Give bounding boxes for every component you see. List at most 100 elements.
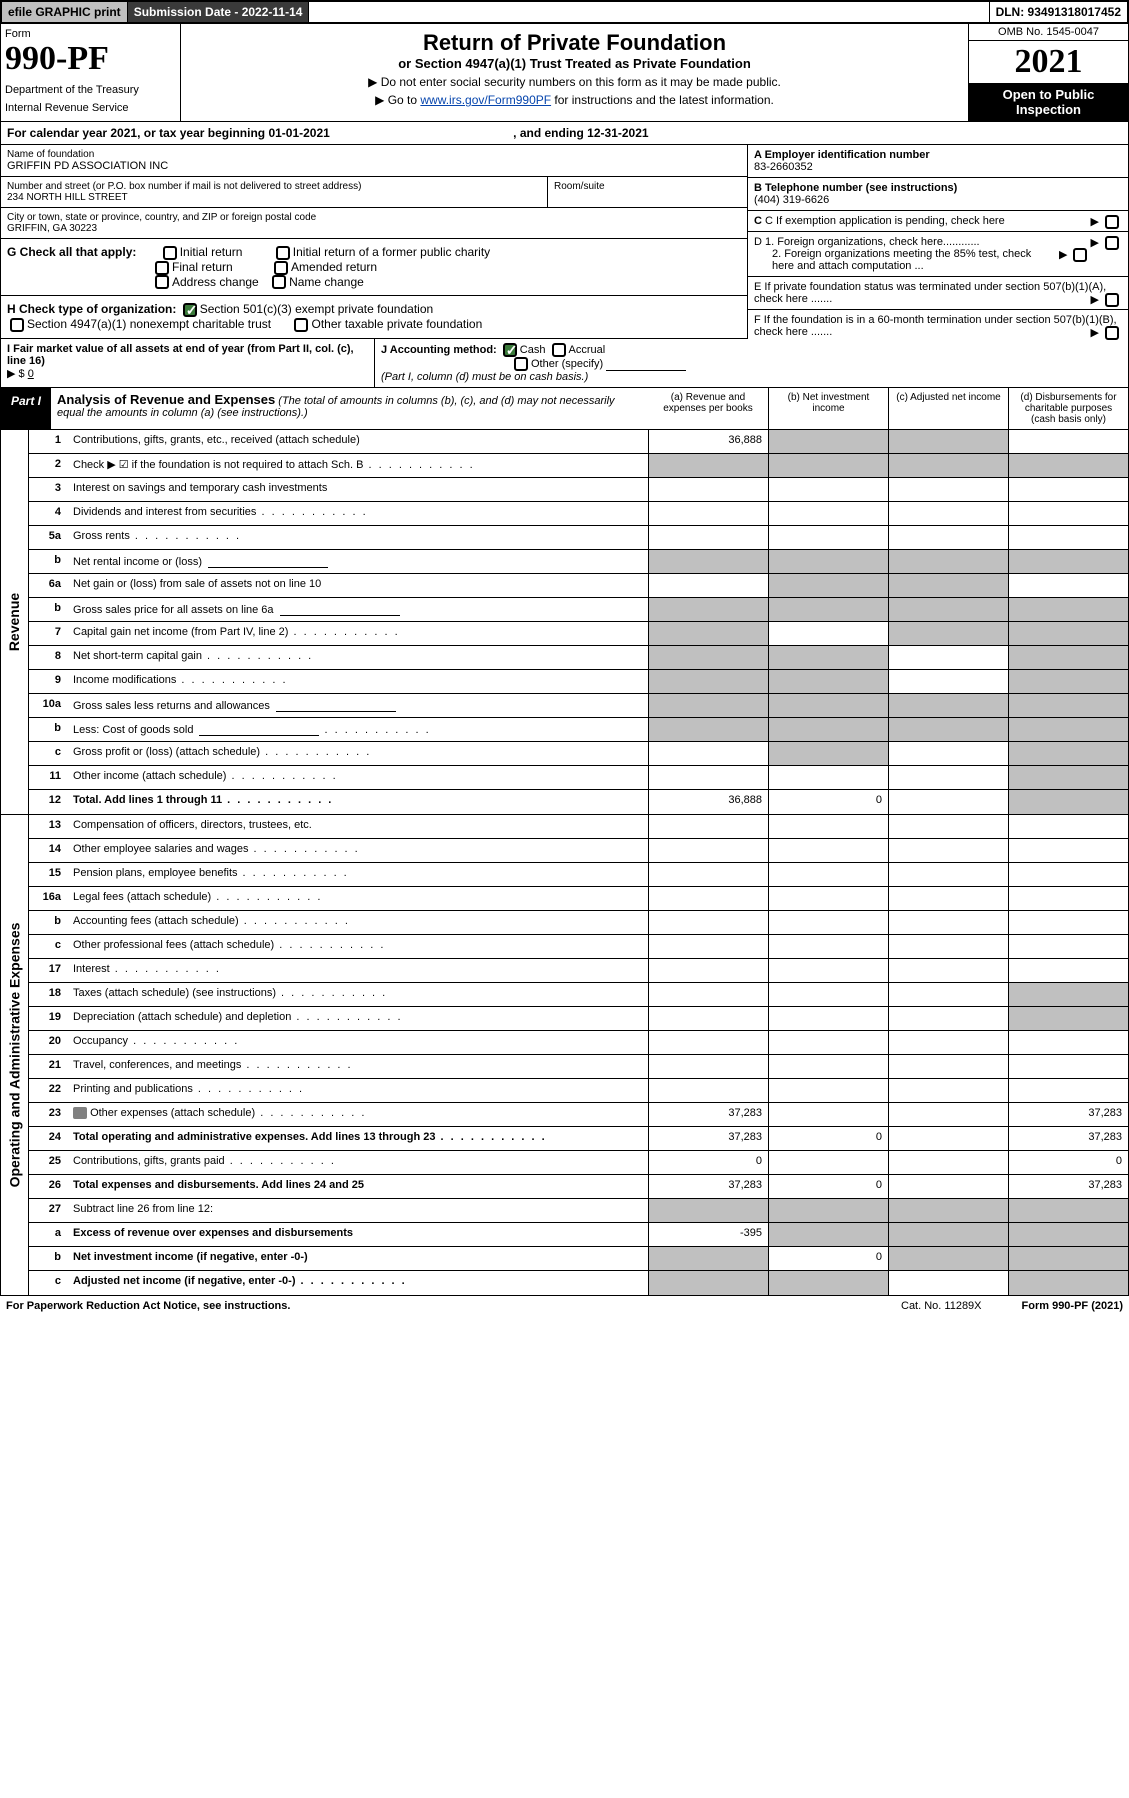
line-desc: Depreciation (attach schedule) and deple… (67, 1007, 648, 1030)
foundation-name: GRIFFIN PD ASSOCIATION INC (7, 160, 168, 172)
line-col-c (888, 887, 1008, 910)
line-col-a (648, 574, 768, 597)
4947-checkbox[interactable] (10, 318, 24, 332)
line-col-a (648, 478, 768, 501)
ein-label: A Employer identification number (754, 149, 930, 161)
line-number: 2 (29, 454, 67, 477)
line-col-d (1008, 1223, 1128, 1246)
line-col-a (648, 646, 768, 669)
line-col-b (768, 766, 888, 789)
amended-return-checkbox[interactable] (274, 261, 288, 275)
line-col-b (768, 454, 888, 477)
line-number: 9 (29, 670, 67, 693)
cash-checkbox[interactable] (503, 343, 517, 357)
line-col-c (888, 863, 1008, 886)
attachment-icon[interactable] (73, 1107, 87, 1119)
line-col-a (648, 670, 768, 693)
line-col-d (1008, 839, 1128, 862)
line-col-b (768, 1199, 888, 1222)
line-col-d (1008, 718, 1128, 741)
line-number: b (29, 1247, 67, 1270)
part1-header: Part I Analysis of Revenue and Expenses … (0, 388, 1129, 430)
line-col-b (768, 742, 888, 765)
line-number: 3 (29, 478, 67, 501)
initial-return-former-checkbox[interactable] (276, 246, 290, 260)
name-change-checkbox[interactable] (272, 275, 286, 289)
line-desc: Capital gain net income (from Part IV, l… (67, 622, 648, 645)
part1-title: Analysis of Revenue and Expenses (57, 392, 275, 407)
line-col-c (888, 766, 1008, 789)
line-col-b (768, 1151, 888, 1174)
phone-label: B Telephone number (see instructions) (754, 182, 957, 194)
form-number: 990-PF (5, 40, 176, 78)
f-checkbox[interactable] (1105, 326, 1119, 340)
accrual-checkbox[interactable] (552, 343, 566, 357)
page-footer: For Paperwork Reduction Act Notice, see … (0, 1296, 1129, 1316)
line-col-a: 36,888 (648, 430, 768, 453)
501c3-checkbox[interactable] (183, 303, 197, 317)
line-col-a (648, 1079, 768, 1102)
line-col-c (888, 1247, 1008, 1270)
part1-tab: Part I (1, 388, 51, 429)
line-col-c (888, 478, 1008, 501)
line-col-a: -395 (648, 1223, 768, 1246)
other-taxable-checkbox[interactable] (294, 318, 308, 332)
efile-label[interactable]: efile GRAPHIC print (2, 2, 128, 22)
j-label: J Accounting method: (381, 344, 497, 356)
d2-checkbox[interactable] (1073, 248, 1087, 262)
col-d-header: (d) Disbursements for charitable purpose… (1008, 388, 1128, 429)
address-change-checkbox[interactable] (155, 275, 169, 289)
line-col-c (888, 598, 1008, 621)
line-desc: Pension plans, employee benefits (67, 863, 648, 886)
line-col-b (768, 598, 888, 621)
line-number: 15 (29, 863, 67, 886)
line-number: 21 (29, 1055, 67, 1078)
c-checkbox[interactable] (1105, 215, 1119, 229)
line-col-b (768, 1223, 888, 1246)
line-desc: Gross sales less returns and allowances (67, 694, 648, 717)
line-col-b: 0 (768, 1127, 888, 1150)
other-method-checkbox[interactable] (514, 357, 528, 371)
line-col-d (1008, 887, 1128, 910)
e-checkbox[interactable] (1105, 293, 1119, 307)
g-opt-0: Initial return (180, 245, 243, 259)
line-col-b (768, 622, 888, 645)
line-col-c (888, 550, 1008, 573)
line-desc: Less: Cost of goods sold (67, 718, 648, 741)
line-col-a (648, 526, 768, 549)
line-col-c (888, 1007, 1008, 1030)
d1-checkbox[interactable] (1105, 236, 1119, 250)
line-col-a: 37,283 (648, 1127, 768, 1150)
line-col-a (648, 911, 768, 934)
line-col-b (768, 502, 888, 525)
line-col-c (888, 911, 1008, 934)
line-number: 19 (29, 1007, 67, 1030)
j-cash: Cash (520, 344, 546, 356)
line-col-c (888, 1175, 1008, 1198)
top-bar: efile GRAPHIC print Submission Date - 20… (0, 0, 1129, 24)
final-return-checkbox[interactable] (155, 261, 169, 275)
line-col-d (1008, 694, 1128, 717)
line-number: 20 (29, 1031, 67, 1054)
j-note: (Part I, column (d) must be on cash basi… (381, 371, 588, 383)
calyear-end: , and ending 12-31-2021 (513, 126, 648, 140)
line-col-c (888, 1031, 1008, 1054)
line-col-c (888, 526, 1008, 549)
instructions-link[interactable]: www.irs.gov/Form990PF (420, 93, 551, 107)
line-desc: Income modifications (67, 670, 648, 693)
g-label: G Check all that apply: (7, 245, 136, 259)
line-desc: Subtract line 26 from line 12: (67, 1199, 648, 1222)
initial-return-checkbox[interactable] (163, 246, 177, 260)
line-col-d (1008, 1007, 1128, 1030)
line-col-a (648, 550, 768, 573)
line-number: 24 (29, 1127, 67, 1150)
line-number: c (29, 1271, 67, 1295)
line-desc: Interest on savings and temporary cash i… (67, 478, 648, 501)
line-col-d (1008, 550, 1128, 573)
fmv-value: 0 (28, 368, 34, 380)
line-col-a (648, 622, 768, 645)
submission-date: Submission Date - 2022-11-14 (128, 2, 310, 22)
d2-label: 2. Foreign organizations meeting the 85%… (772, 248, 1052, 272)
line-desc: Occupancy (67, 1031, 648, 1054)
line-col-b (768, 1007, 888, 1030)
